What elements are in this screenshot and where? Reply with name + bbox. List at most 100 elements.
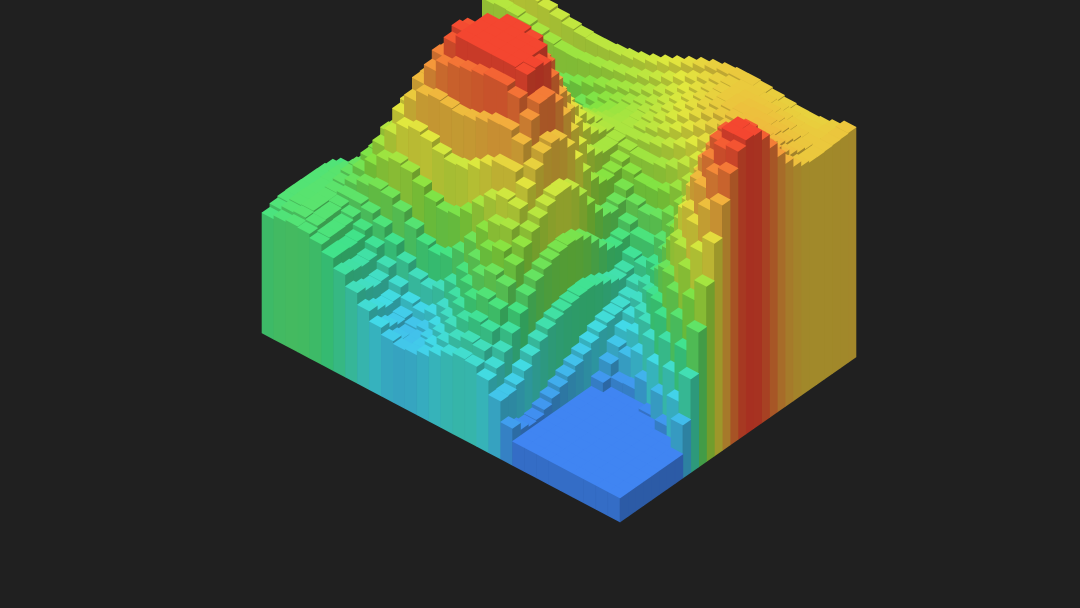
voxel-top — [369, 315, 390, 328]
voxel-top — [725, 139, 747, 152]
voxel-side-left — [452, 352, 466, 441]
voxel-side-right — [706, 280, 715, 462]
voxel-side-left — [392, 343, 406, 409]
voxel-side-right — [690, 373, 700, 473]
voxel-top — [709, 193, 731, 206]
voxel-top — [573, 25, 594, 38]
voxel-top — [332, 213, 354, 226]
voxel-top — [317, 225, 338, 238]
voxel-top — [607, 485, 629, 499]
voxel-top — [380, 328, 402, 342]
voxel-top — [496, 382, 517, 396]
voxel-top — [827, 126, 849, 140]
voxel-top — [561, 16, 582, 30]
voxel-top — [602, 302, 624, 316]
voxel-top — [500, 416, 521, 429]
voxel-side-right — [847, 126, 857, 363]
voxel-side-right — [839, 133, 849, 369]
voxel-top — [555, 364, 576, 377]
voxel-top — [539, 130, 560, 144]
voxel-top — [500, 321, 521, 334]
voxel-side-left — [440, 349, 454, 435]
voxel-side-left — [488, 394, 502, 460]
voxel-top — [519, 219, 541, 233]
voxel-top — [574, 277, 596, 290]
voxel-top — [578, 330, 600, 344]
voxel-top — [523, 407, 545, 420]
voxel-top — [301, 198, 322, 211]
voxel-side-right — [808, 156, 818, 391]
voxel-side-right — [784, 157, 794, 407]
voxel-top — [535, 85, 556, 98]
voxel-top — [535, 193, 556, 207]
voxel-top — [812, 139, 833, 152]
voxel-top — [495, 274, 517, 287]
voxel-side-right — [714, 237, 723, 457]
voxel-top — [835, 120, 857, 133]
voxel-top — [686, 320, 707, 333]
voxel-top — [476, 368, 497, 381]
voxel-top — [594, 310, 616, 323]
voxel-side-left — [321, 251, 334, 372]
voxel-top — [333, 262, 354, 275]
voxel-top — [523, 157, 544, 170]
voxel-top — [531, 257, 553, 270]
voxel-top — [586, 319, 608, 333]
voxel-top — [356, 248, 378, 261]
voxel-top — [543, 307, 564, 320]
voxel-top — [563, 353, 584, 367]
voxel-side-left — [476, 373, 490, 454]
voxel-top — [345, 280, 366, 294]
voxel-top — [702, 231, 723, 244]
voxel-side-right — [761, 134, 770, 424]
voxel-top — [820, 132, 841, 146]
voxel-top — [488, 388, 509, 402]
voxel-top — [368, 268, 390, 282]
voxel-top — [519, 108, 540, 121]
voxel-top — [543, 183, 564, 197]
voxel-top — [547, 375, 569, 388]
voxel-terrain — [261, 0, 857, 523]
voxel-top — [694, 274, 715, 287]
voxel-side-right — [682, 419, 692, 479]
voxel-top — [488, 297, 509, 310]
voxel-top — [472, 338, 493, 352]
voxel-top — [537, 0, 559, 11]
voxel-top — [559, 290, 580, 304]
voxel-top — [503, 253, 525, 266]
voxel-top — [507, 86, 528, 99]
voxel-side-right — [824, 145, 833, 380]
voxel-top — [523, 55, 544, 68]
voxel-top — [492, 340, 513, 353]
voxel-top — [293, 205, 314, 218]
voxel-side-right — [737, 145, 747, 440]
voxel-top — [511, 132, 532, 145]
voxel-side-left — [261, 212, 275, 340]
voxel-side-left — [464, 359, 478, 447]
voxel-top — [321, 245, 342, 259]
voxel-top — [717, 161, 739, 175]
voxel-top — [357, 298, 378, 312]
voxel-side-left — [500, 421, 513, 466]
voxel-side-right — [800, 160, 810, 396]
voxel-top — [523, 268, 545, 282]
voxel-top — [313, 207, 334, 220]
voxel-side-right — [729, 168, 739, 446]
voxel-top — [499, 217, 521, 230]
voxel-top — [519, 343, 541, 357]
voxel-side-left — [380, 334, 394, 403]
voxel-top — [515, 283, 537, 296]
voxel-side-right — [753, 130, 762, 429]
voxel-side-right — [769, 142, 778, 418]
voxel-side-left — [369, 320, 382, 397]
voxel-top — [535, 316, 557, 330]
voxel-top — [511, 235, 533, 248]
voxel-top — [309, 232, 330, 245]
voxel-top — [344, 229, 366, 242]
voxel-top — [515, 176, 537, 190]
voxel-top — [555, 232, 576, 246]
voxel-top — [539, 386, 561, 399]
voxel-top — [571, 342, 592, 355]
